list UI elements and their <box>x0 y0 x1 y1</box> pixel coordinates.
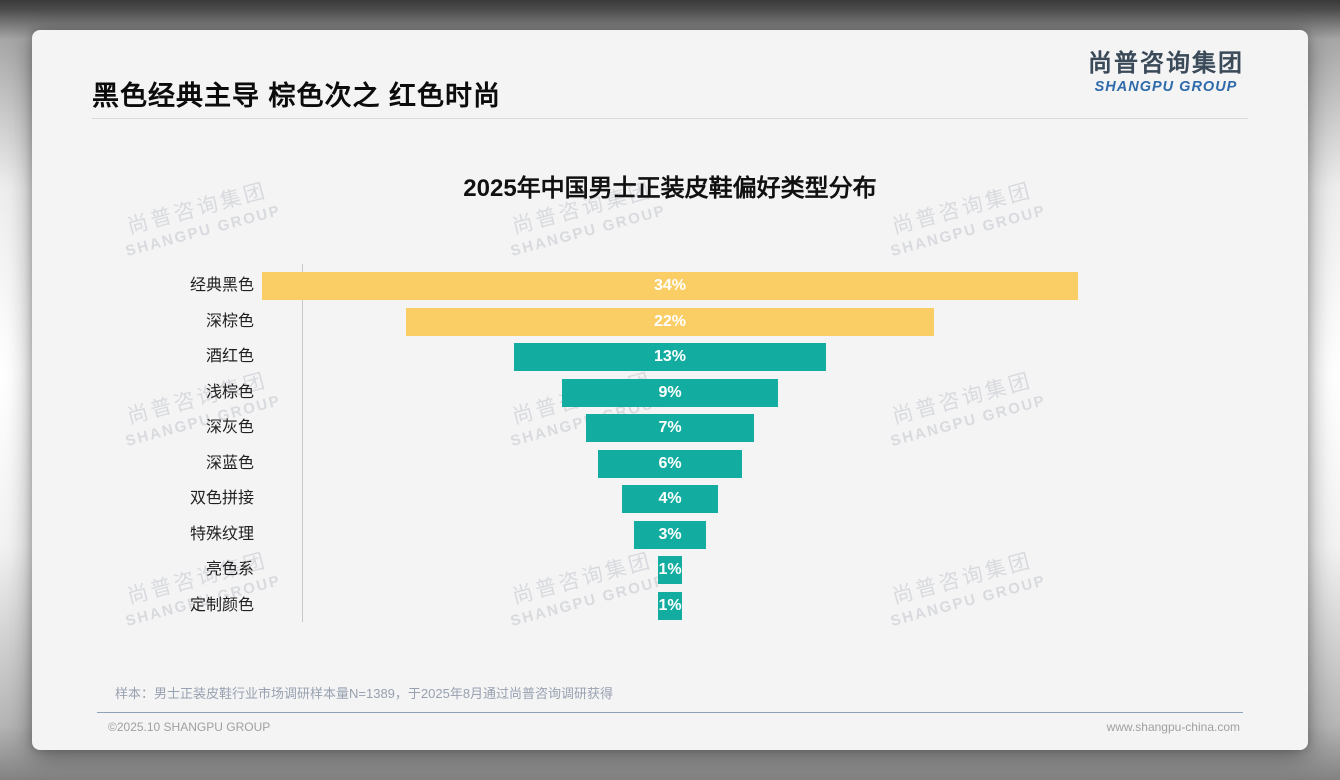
company-logo: 尚普咨询集团 SHANGPU GROUP <box>1088 50 1244 96</box>
header-divider <box>92 118 1248 119</box>
chart-row: 深蓝色 6% <box>32 449 1308 478</box>
bar-value-label: 6% <box>658 454 682 472</box>
plot-area: 22% <box>262 307 1308 336</box>
bar-value-label: 3% <box>658 525 682 543</box>
category-label: 经典黑色 <box>189 277 254 294</box>
bar: 9% <box>562 378 778 407</box>
bar: 13% <box>514 343 826 371</box>
category-label: 定制颜色 <box>189 596 254 614</box>
category-label: 深蓝色 <box>205 454 254 472</box>
logo-text-en: SHANGPU GROUP <box>1094 79 1238 95</box>
bar: 6% <box>598 449 742 478</box>
category-label: 深灰色 <box>205 419 254 436</box>
plot-area: 7% <box>262 414 1308 442</box>
bar-value-label: 22% <box>653 312 687 330</box>
chart-row: 酒红色 13% <box>32 343 1308 371</box>
category-label: 深棕色 <box>205 312 254 330</box>
bar-value-label: 9% <box>658 383 682 401</box>
plot-area: 3% <box>262 520 1308 549</box>
watermark-text-en: SHANGPU GROUP <box>123 202 283 260</box>
category-label: 酒红色 <box>205 348 254 365</box>
bar: 1% <box>658 556 682 584</box>
bar: 4% <box>622 485 718 513</box>
bar: 1% <box>658 591 682 620</box>
plot-area: 6% <box>262 449 1308 478</box>
bar: 7% <box>586 414 754 442</box>
bar-value-label: 13% <box>653 348 687 365</box>
watermark-text-en: SHANGPU GROUP <box>508 202 668 260</box>
plot-area: 34% <box>262 272 1308 300</box>
sample-note: 样本：男士正装皮鞋行业市场调研样本量N=1389，于2025年8月通过尚普咨询调… <box>115 686 614 701</box>
chart-row: 定制颜色 1% <box>32 591 1308 620</box>
chart-row: 深棕色 22% <box>32 307 1308 336</box>
bar: 34% <box>262 272 1078 300</box>
slide-card: 尚普咨询集团 SHANGPU GROUP 尚普咨询集团 SHANGPU GROUP 尚普… <box>32 30 1308 750</box>
bar: 22% <box>406 307 934 336</box>
category-label: 浅棕色 <box>205 383 254 401</box>
chart-row: 深灰色 7% <box>32 414 1308 442</box>
bar-value-label: 1% <box>658 596 682 614</box>
plot-area: 13% <box>262 343 1308 371</box>
footer-website: www.shangpu-china.com <box>1106 720 1240 734</box>
bar-value-label: 4% <box>658 490 682 507</box>
plot-area: 4% <box>262 485 1308 513</box>
bar-value-label: 1% <box>658 561 682 578</box>
watermark-text-en: SHANGPU GROUP <box>888 202 1048 260</box>
plot-area: 9% <box>262 378 1308 407</box>
chart-title: 2025年中国男士正装皮鞋偏好类型分布 <box>463 175 877 202</box>
bar-value-label: 7% <box>658 419 682 436</box>
footer-copyright: ©2025.10 SHANGPU GROUP <box>108 720 271 734</box>
chart-row: 双色拼接 4% <box>32 485 1308 513</box>
chart-row: 浅棕色 9% <box>32 378 1308 407</box>
chart-axis-line <box>302 264 303 622</box>
page-title: 黑色经典主导 棕色次之 红色时尚 <box>92 81 502 111</box>
category-label: 特殊纹理 <box>189 525 254 543</box>
bar: 3% <box>634 520 706 549</box>
plot-area: 1% <box>262 591 1308 620</box>
chart-row: 亮色系 1% <box>32 556 1308 584</box>
plot-area: 1% <box>262 556 1308 584</box>
chart-row: 特殊纹理 3% <box>32 520 1308 549</box>
logo-text-cn: 尚普咨询集团 <box>1088 50 1244 77</box>
footer-divider <box>97 712 1243 713</box>
chart-row: 经典黑色 34% <box>32 272 1308 300</box>
bar-value-label: 34% <box>653 277 687 294</box>
chart-rows: 经典黑色 34% 深棕色 22% 酒红色 13% 浅棕色 9% 深灰色 7% 深蓝色 6% 双色拼接 4%… <box>32 272 1308 627</box>
category-label: 亮色系 <box>205 561 254 578</box>
category-label: 双色拼接 <box>189 490 254 507</box>
